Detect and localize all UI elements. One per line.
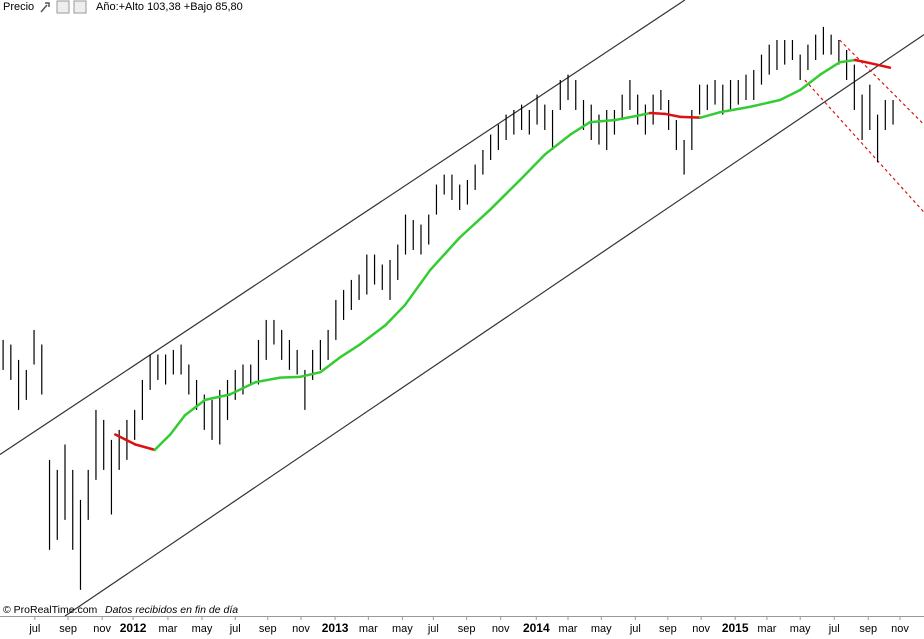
moving-average-segment [569, 121, 591, 136]
x-tick-label: 2014 [523, 621, 550, 635]
moving-average-segment [183, 398, 207, 417]
plot-area [0, 0, 924, 616]
moving-average-segment [358, 324, 387, 346]
moving-average-segment [648, 111, 667, 116]
x-tick-label: 2015 [722, 621, 749, 635]
moving-average-segment [748, 98, 782, 109]
moving-average-segment [429, 236, 461, 272]
x-tick-label: nov [692, 623, 710, 635]
x-tick-label: sep [859, 623, 877, 635]
moving-average-segment [853, 58, 872, 65]
moving-average-segment [634, 111, 652, 118]
moving-average-segment [169, 414, 187, 436]
x-tick-label: jul [229, 623, 241, 635]
moving-average-segment [254, 376, 282, 384]
moving-average-segment [488, 178, 522, 212]
moving-average-segment [319, 356, 341, 374]
trendline [64, 34, 924, 616]
moving-average-segment [543, 133, 572, 156]
x-tick-label: mar [757, 623, 776, 635]
copyright: © ProRealTime.com [3, 604, 98, 616]
moving-average-segment [134, 443, 157, 452]
moving-average-segment [338, 343, 362, 359]
moving-average-segment [299, 370, 322, 379]
moving-average-segment [819, 61, 841, 76]
moving-average-segment [838, 58, 857, 64]
x-tick-label: nov [292, 623, 310, 635]
moving-average-segment [403, 268, 432, 307]
x-tick-label: mar [158, 623, 177, 635]
range-text: Año:+Alto 103,38 +Bajo 85,80 [96, 1, 243, 13]
x-tick-label: may [192, 623, 213, 635]
x-tick-label: jul [427, 623, 439, 635]
moving-average-segment [798, 73, 822, 92]
x-tick-label: mar [559, 623, 578, 635]
x-tick-label: nov [492, 623, 510, 635]
x-tick-label: sep [59, 623, 77, 635]
moving-average-segment [458, 208, 492, 239]
moving-average-segment [228, 380, 257, 396]
moving-average-segment [678, 115, 702, 119]
moving-average-segment [203, 393, 232, 402]
trendline [839, 39, 924, 126]
toolbar-icons[interactable] [40, 0, 87, 14]
moving-average-segment [588, 118, 617, 124]
x-tick-label: 2012 [120, 621, 147, 635]
moving-average-segment [114, 433, 137, 446]
trendline [0, 0, 686, 456]
trendline [804, 79, 924, 213]
x-tick-label: sep [458, 623, 476, 635]
moving-average-segment [278, 375, 302, 379]
moving-average-segment [868, 61, 892, 69]
x-axis: jul sep nov 2012 mar may jul sep nov 2013 mar may ju… [28, 616, 909, 635]
x-tick-label: sep [659, 623, 677, 635]
x-tick-label: nov [891, 623, 909, 635]
moving-average-segment [663, 112, 682, 119]
x-tick-label: jul [629, 623, 641, 635]
moving-average-segment [718, 105, 752, 114]
moving-average-segment [699, 111, 721, 119]
x-tick-label: nov [93, 623, 111, 635]
x-tick-label: jul [28, 623, 40, 635]
x-tick-label: may [591, 623, 612, 635]
x-tick-label: jul [828, 623, 840, 635]
moving-average-segment [153, 433, 172, 452]
price-label: Precio [3, 1, 34, 13]
moving-average-segment [384, 304, 406, 327]
x-tick-label: may [790, 623, 811, 635]
x-tick-label: 2013 [322, 621, 349, 635]
x-tick-label: may [392, 623, 413, 635]
x-tick-label: mar [359, 623, 378, 635]
x-tick-label: sep [259, 623, 277, 635]
moving-average-segment [778, 88, 802, 102]
data-note: Datos recibidos en fin de día [105, 604, 238, 616]
moving-average-segment [613, 114, 637, 122]
moving-average-segment [518, 153, 547, 182]
